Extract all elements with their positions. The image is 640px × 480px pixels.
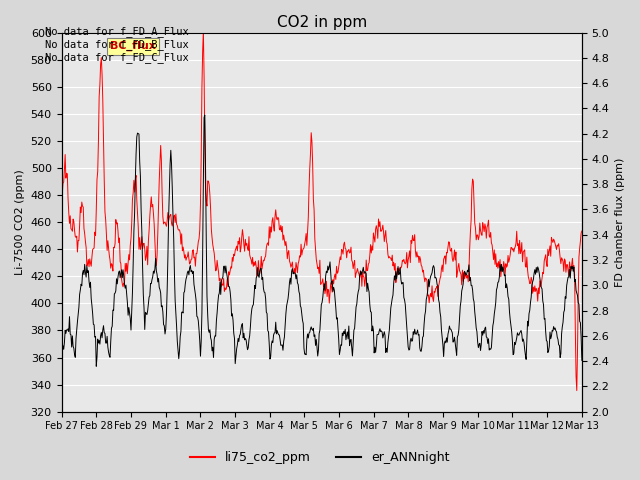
Text: BC_flux: BC_flux — [110, 41, 156, 51]
Title: CO2 in ppm: CO2 in ppm — [276, 15, 367, 30]
Y-axis label: FD chamber flux (ppm): FD chamber flux (ppm) — [615, 157, 625, 287]
Text: No data for f_FD_A_Flux: No data for f_FD_A_Flux — [45, 26, 189, 37]
Y-axis label: Li-7500 CO2 (ppm): Li-7500 CO2 (ppm) — [15, 169, 25, 275]
Legend: li75_co2_ppm, er_ANNnight: li75_co2_ppm, er_ANNnight — [186, 446, 454, 469]
Text: No data for f_FD_B_Flux: No data for f_FD_B_Flux — [45, 39, 189, 50]
Text: No data for f_FD_C_Flux: No data for f_FD_C_Flux — [45, 52, 189, 63]
